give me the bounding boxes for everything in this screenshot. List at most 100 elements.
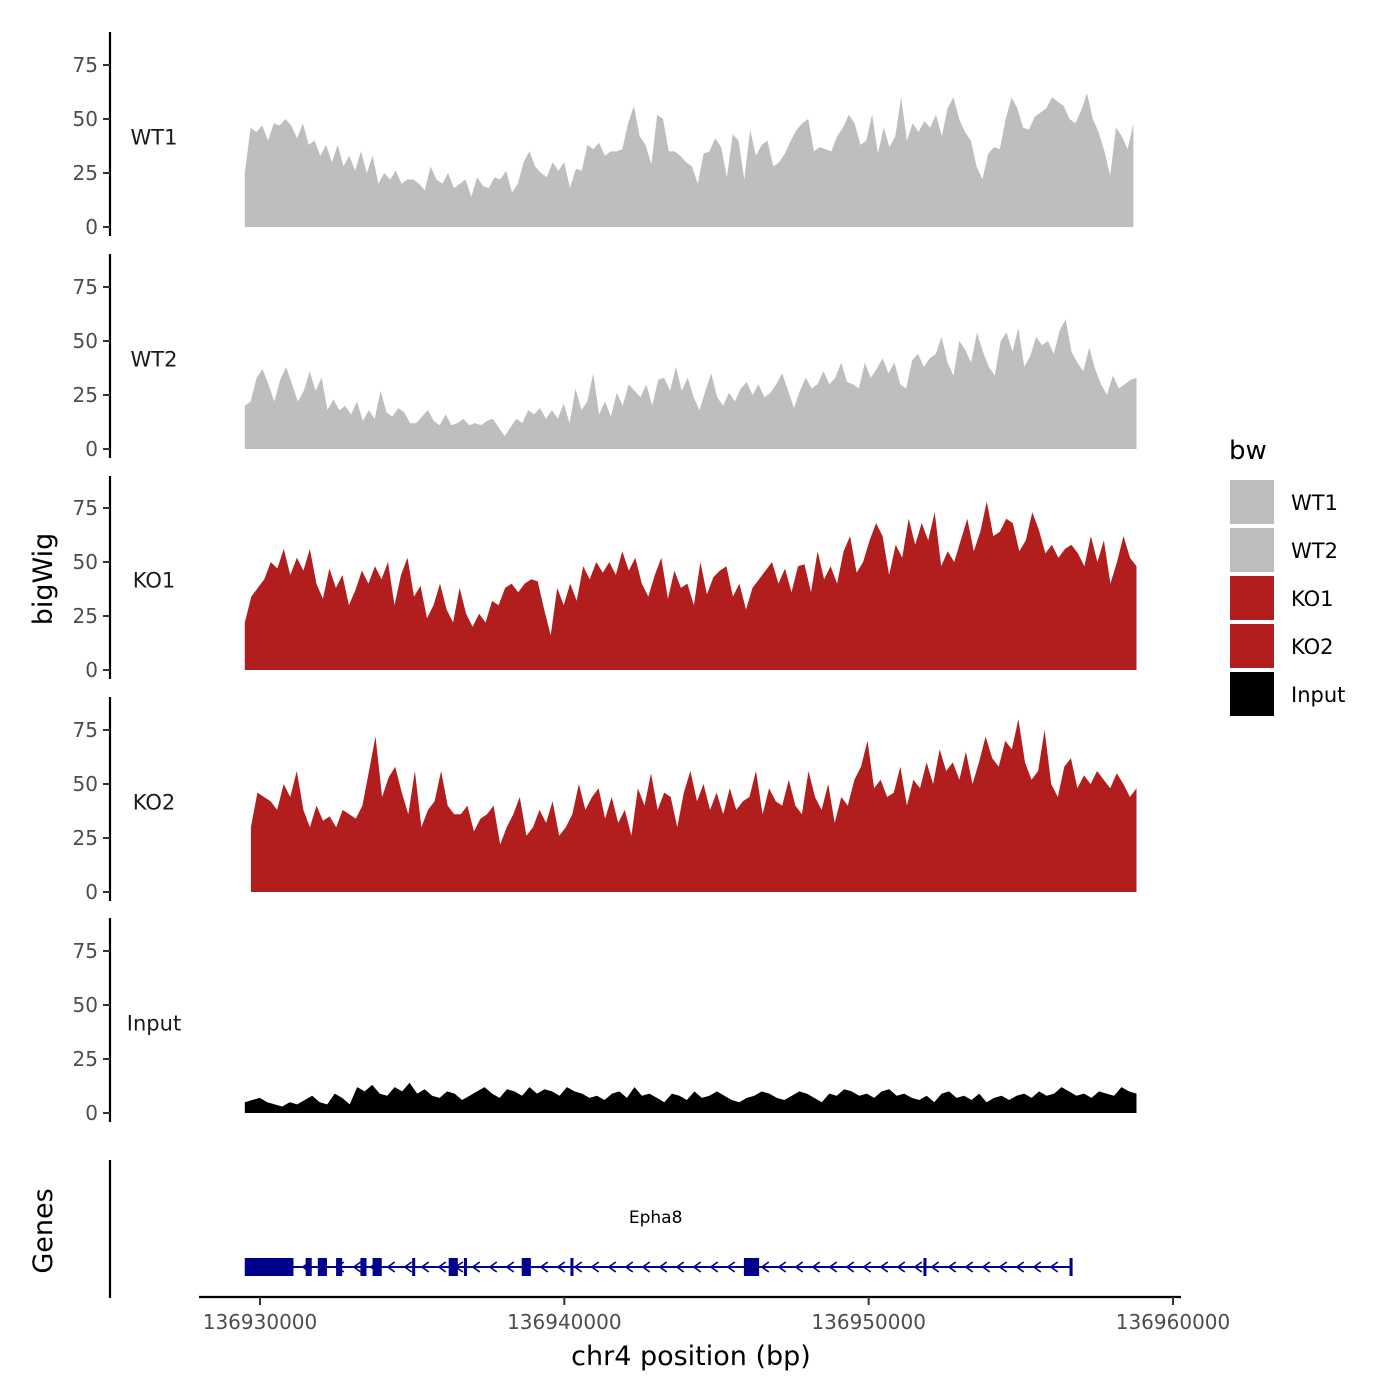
legend-swatch <box>1230 576 1274 620</box>
exon <box>448 1258 458 1276</box>
y-tick-label: 50 <box>73 329 98 353</box>
strand-arrow <box>913 1261 923 1273</box>
x-tick-label: 136950000 <box>811 1310 926 1334</box>
legend: bw WT1 WT2 KO1 KO2 Input <box>1229 436 1345 716</box>
y-tick-label: 75 <box>73 496 98 520</box>
signal-area-wt2 <box>244 319 1137 449</box>
strand-arrow <box>964 1261 974 1273</box>
legend-item-wt2: WT2 <box>1230 528 1338 572</box>
y-tick-label: 25 <box>73 161 98 185</box>
legend-label: KO1 <box>1291 587 1334 611</box>
exon <box>244 1258 294 1276</box>
legend-label: Input <box>1291 683 1345 707</box>
strand-arrow <box>607 1261 617 1273</box>
legend-label: KO2 <box>1291 635 1334 659</box>
panel-wt2: 0 25 50 75 WT2 <box>73 254 1137 461</box>
gene-name-label: Epha8 <box>629 1208 683 1228</box>
strand-arrow <box>828 1261 838 1273</box>
strand-arrow <box>386 1261 396 1273</box>
exon <box>570 1258 574 1276</box>
y-tick-label: 0 <box>85 1101 98 1125</box>
y-tick-label: 0 <box>85 658 98 682</box>
strand-arrow <box>726 1261 736 1273</box>
panel-input: 0 25 50 75 Input <box>73 918 1137 1125</box>
y-tick-label: 50 <box>73 993 98 1017</box>
strand-arrow <box>862 1261 872 1273</box>
y-axis-title: bigWig <box>28 533 59 626</box>
panel-ko2: 0 25 50 75 KO2 <box>73 697 1137 904</box>
x-axis: 136930000 136940000 136950000 136960000 <box>199 1295 1231 1334</box>
y-tick-label: 50 <box>73 107 98 131</box>
legend-swatch <box>1230 672 1274 716</box>
y-tick-label: 75 <box>73 275 98 299</box>
panel-label: KO1 <box>133 568 176 592</box>
legend-item-wt1: WT1 <box>1230 480 1338 524</box>
exon <box>463 1258 467 1276</box>
strand-arrow <box>488 1261 498 1273</box>
legend-item-ko2: KO2 <box>1230 624 1334 668</box>
strand-arrow <box>981 1261 991 1273</box>
exon <box>1069 1258 1073 1276</box>
genes-axis-title: Genes <box>28 1188 59 1273</box>
strand-arrow <box>709 1261 719 1273</box>
exon <box>923 1258 927 1276</box>
y-tick-label: 25 <box>73 383 98 407</box>
y-tick-label: 25 <box>73 604 98 628</box>
gene-epha8: Epha8 <box>244 1208 1073 1276</box>
y-tick-label: 25 <box>73 826 98 850</box>
strand-arrow <box>777 1261 787 1273</box>
y-tick-label: 0 <box>85 437 98 461</box>
strand-arrow <box>641 1261 651 1273</box>
legend-title: bw <box>1229 436 1267 466</box>
panel-label: KO2 <box>133 790 176 814</box>
strand-arrow <box>845 1261 855 1273</box>
strand-arrow <box>1032 1261 1042 1273</box>
y-tick-label: 0 <box>85 880 98 904</box>
strand-arrow <box>505 1261 515 1273</box>
strand-arrow <box>794 1261 804 1273</box>
strand-arrow <box>1015 1261 1025 1273</box>
y-tick-label: 0 <box>85 215 98 239</box>
exon <box>317 1258 327 1276</box>
panel-label: Input <box>127 1011 181 1035</box>
exon <box>521 1258 531 1276</box>
y-tick-label: 25 <box>73 1047 98 1071</box>
panel-ko1: 0 25 50 75 KO1 <box>73 476 1137 682</box>
strand-arrow <box>420 1261 430 1273</box>
panel-label: WT2 <box>131 347 178 371</box>
exon <box>336 1258 343 1276</box>
legend-label: WT2 <box>1291 539 1338 563</box>
exon <box>372 1258 382 1276</box>
exon <box>360 1258 367 1276</box>
legend-swatch <box>1230 624 1274 668</box>
strand-arrow <box>930 1261 940 1273</box>
gene-track: Epha8 <box>108 1160 1073 1298</box>
signal-area-ko2 <box>250 719 1137 892</box>
strand-arrow <box>539 1261 549 1273</box>
strand-arrow <box>471 1261 481 1273</box>
strand-arrow <box>556 1261 566 1273</box>
y-tick-label: 50 <box>73 550 98 574</box>
strand-arrow <box>998 1261 1008 1273</box>
signal-area-input <box>244 1082 1137 1113</box>
strand-arrow <box>624 1261 634 1273</box>
legend-swatch <box>1230 528 1274 572</box>
strand-arrow <box>675 1261 685 1273</box>
legend-swatch <box>1230 480 1274 524</box>
strand-arrow <box>590 1261 600 1273</box>
strand-arrow <box>811 1261 821 1273</box>
strand-arrow <box>692 1261 702 1273</box>
track-panels: 0 25 50 75 WT1 0 25 50 75 WT2 0 25 50 75 KO1 0 25 50 75 KO2… <box>73 32 1137 1125</box>
strand-arrow <box>573 1261 583 1273</box>
strand-arrow <box>352 1261 362 1273</box>
exon <box>743 1258 760 1276</box>
strand-arrow <box>437 1261 447 1273</box>
x-tick-label: 136940000 <box>507 1310 622 1334</box>
y-tick-label: 75 <box>73 53 98 77</box>
x-tick-label: 136960000 <box>1116 1310 1231 1334</box>
x-tick-label: 136930000 <box>203 1310 318 1334</box>
panel-label: WT1 <box>131 125 178 149</box>
strand-arrow <box>879 1261 889 1273</box>
exon <box>305 1258 312 1276</box>
